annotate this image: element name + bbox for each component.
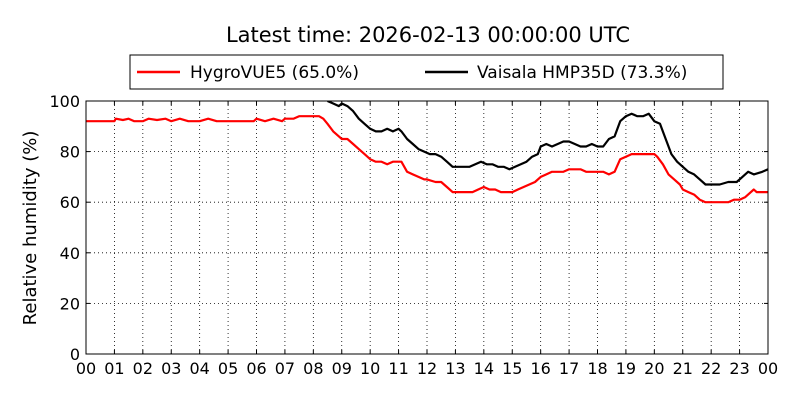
y-tick-label: 100 <box>49 92 80 111</box>
y-tick-label: 60 <box>60 193 80 212</box>
y-tick-label: 80 <box>60 143 80 162</box>
y-tick-label: 0 <box>70 345 80 364</box>
x-tick-label: 06 <box>246 359 266 378</box>
x-tick-label: 13 <box>445 359 465 378</box>
axis-ticks <box>85 100 769 355</box>
y-axis-tick-labels: 0 20 40 60 80 100 <box>49 92 80 364</box>
x-tick-label: 23 <box>729 359 749 378</box>
x-tick-label: 00 <box>76 359 96 378</box>
x-tick-label: 07 <box>275 359 295 378</box>
series-line-1 <box>327 101 768 186</box>
x-tick-label: 09 <box>332 359 352 378</box>
legend-label-vaisala: Vaisala HMP35D (73.3%) <box>477 63 687 83</box>
x-tick-label: 17 <box>559 359 579 378</box>
x-tick-label: 01 <box>104 359 124 378</box>
x-tick-label: 03 <box>161 359 181 378</box>
x-tick-label: 05 <box>218 359 238 378</box>
x-tick-label: 14 <box>474 359 494 378</box>
x-tick-label: 21 <box>673 359 693 378</box>
y-axis-title: Relative humidity (%) <box>20 131 41 326</box>
series-line-0 <box>86 115 768 204</box>
x-tick-label: 00 <box>758 359 778 378</box>
legend-label-hygrovue5: HygroVUE5 (65.0%) <box>190 63 359 83</box>
chart-title: Latest time: 2026-02-13 00:00:00 UTC <box>226 23 630 47</box>
x-tick-label: 11 <box>388 359 408 378</box>
x-tick-label: 19 <box>616 359 636 378</box>
series-layer <box>86 101 768 204</box>
x-tick-label: 22 <box>701 359 721 378</box>
x-tick-label: 12 <box>417 359 437 378</box>
x-axis-tick-labels: 00 01 02 03 04 05 06 07 08 09 10 11 12 13 14 15 16 17 18 19… <box>76 359 778 378</box>
grid-lines <box>86 101 768 354</box>
x-tick-label: 02 <box>133 359 153 378</box>
x-tick-label: 15 <box>502 359 522 378</box>
y-tick-label: 20 <box>60 294 80 313</box>
x-tick-label: 04 <box>189 359 209 378</box>
y-tick-label: 40 <box>60 244 80 263</box>
x-tick-label: 16 <box>530 359 550 378</box>
legend: HygroVUE5 (65.0%) Vaisala HMP35D (73.3%) <box>129 54 724 90</box>
x-tick-label: 20 <box>644 359 664 378</box>
x-tick-label: 18 <box>587 359 607 378</box>
x-tick-label: 10 <box>360 359 380 378</box>
x-tick-label: 08 <box>303 359 323 378</box>
